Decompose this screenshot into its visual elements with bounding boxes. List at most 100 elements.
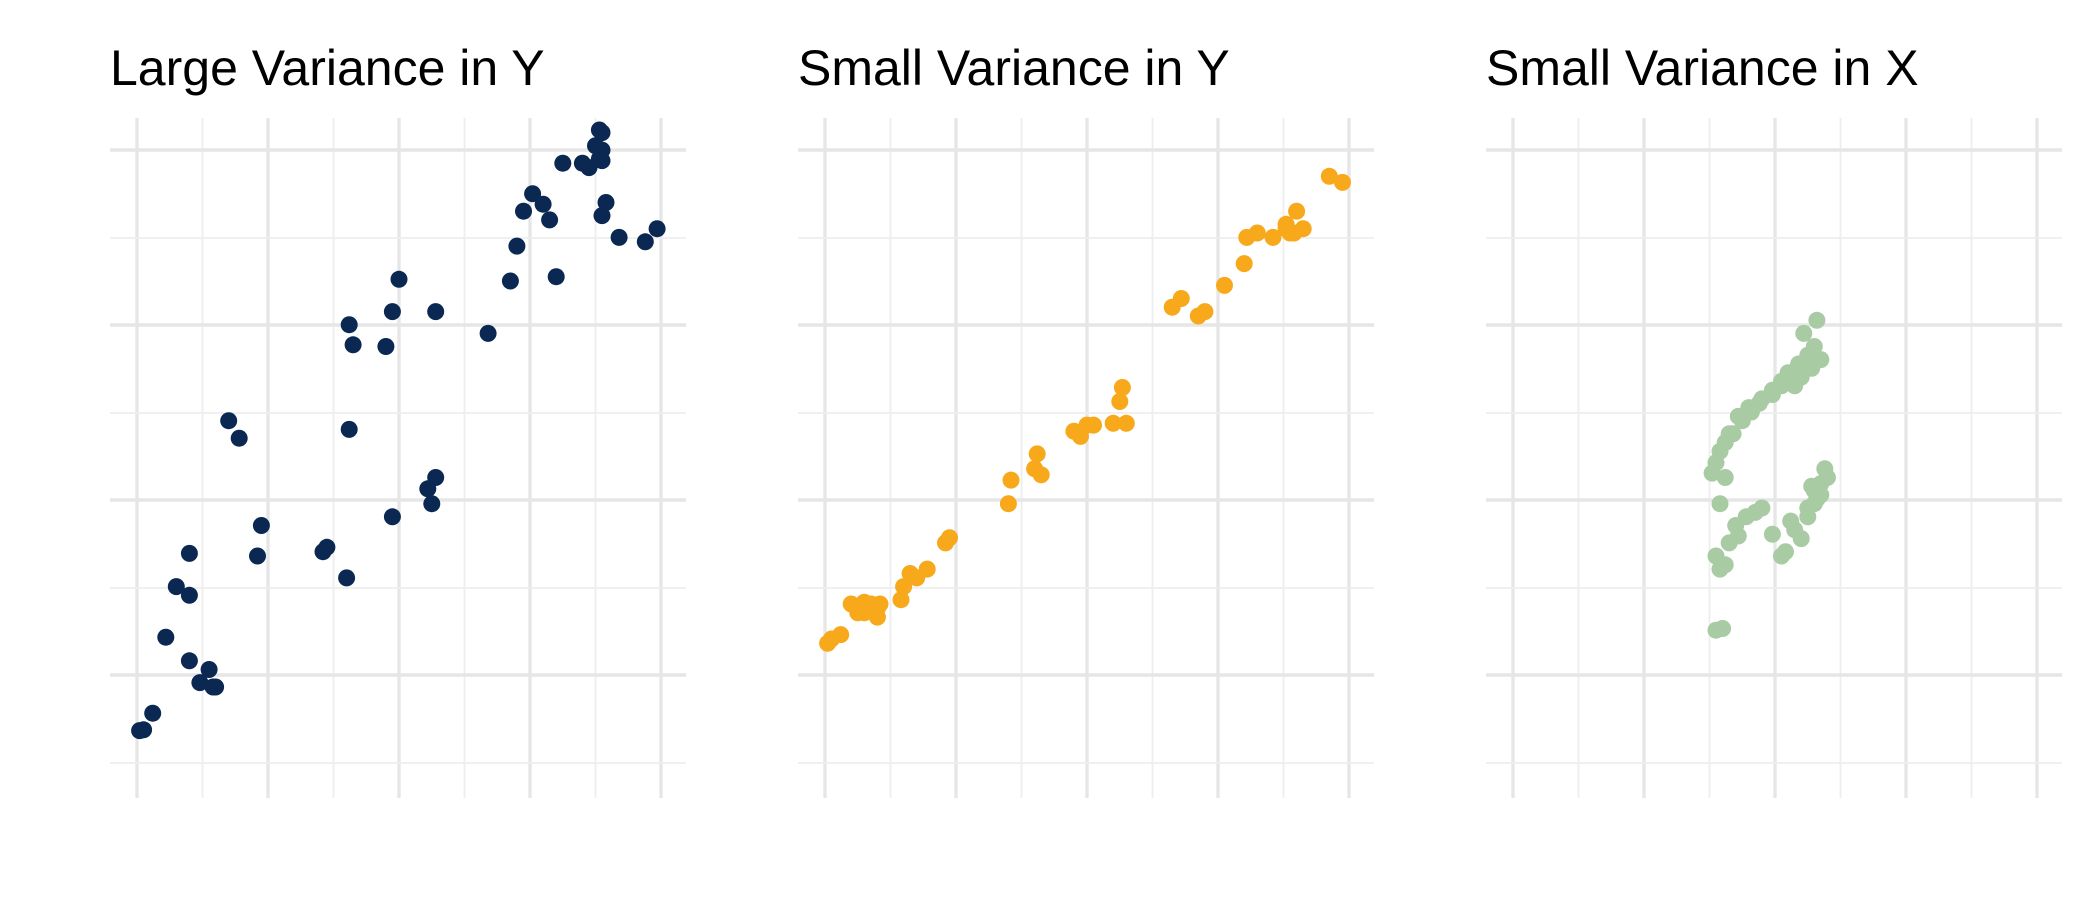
data-point xyxy=(1288,202,1306,220)
data-point xyxy=(1777,543,1794,561)
data-point xyxy=(554,154,572,172)
data-point xyxy=(871,595,889,613)
data-point xyxy=(230,429,248,447)
data-points xyxy=(1703,311,1836,639)
data-point xyxy=(1795,324,1813,342)
data-point xyxy=(207,678,225,696)
data-point xyxy=(144,704,162,722)
data-point xyxy=(200,661,218,678)
data-point xyxy=(999,495,1017,513)
data-point xyxy=(1085,416,1102,434)
data-point xyxy=(941,529,958,547)
panel-small-variance-x: Small Variance in X xyxy=(1486,40,2062,798)
data-point xyxy=(1805,338,1823,355)
data-point xyxy=(1714,620,1732,637)
panel-title-small-variance-x: Small Variance in X xyxy=(1486,40,1919,96)
panel-small-variance-y: Small Variance in Y xyxy=(798,40,1374,798)
data-point xyxy=(338,569,356,587)
data-point xyxy=(1113,379,1131,396)
data-point xyxy=(1294,220,1312,238)
data-point xyxy=(648,220,666,238)
data-point xyxy=(427,469,445,486)
data-point xyxy=(593,124,611,142)
data-point xyxy=(1750,394,1768,412)
data-point xyxy=(515,202,532,220)
data-point xyxy=(1196,303,1214,321)
data-point xyxy=(318,538,336,556)
data-point xyxy=(1707,547,1725,565)
panel-large-variance-y: Large Variance in Y xyxy=(110,40,686,798)
data-point xyxy=(547,268,565,286)
data-point xyxy=(1235,255,1253,273)
data-points xyxy=(819,167,1351,652)
data-point xyxy=(1792,530,1810,548)
data-point xyxy=(1716,469,1734,486)
data-point xyxy=(1111,393,1129,410)
data-point xyxy=(1032,466,1050,484)
data-point xyxy=(590,150,608,168)
data-point xyxy=(1277,215,1295,233)
data-point xyxy=(1816,460,1834,478)
data-point xyxy=(180,586,198,604)
data-point xyxy=(918,560,936,578)
panel-title-large-variance-y: Large Variance in Y xyxy=(110,40,545,96)
data-point xyxy=(1117,414,1135,432)
data-point xyxy=(249,547,266,565)
data-point xyxy=(1720,425,1738,443)
data-point xyxy=(508,237,526,255)
data-point xyxy=(636,233,654,251)
data-point xyxy=(340,420,358,438)
data-point xyxy=(1320,167,1338,185)
data-point xyxy=(390,270,408,288)
data-point xyxy=(501,272,519,290)
data-point xyxy=(610,228,628,246)
gridlines xyxy=(798,118,1374,798)
data-point xyxy=(191,674,209,692)
data-point xyxy=(1711,495,1729,513)
data-point xyxy=(377,338,395,355)
data-point xyxy=(427,303,445,321)
data-point xyxy=(252,517,270,534)
data-point xyxy=(541,211,559,229)
panel-title-small-variance-y: Small Variance in Y xyxy=(798,40,1230,96)
data-point xyxy=(1264,228,1282,246)
data-point xyxy=(895,578,913,596)
data-point xyxy=(892,591,910,609)
data-point xyxy=(1753,499,1771,517)
data-point xyxy=(524,185,542,203)
data-point xyxy=(597,194,615,211)
data-point xyxy=(1763,525,1781,543)
data-point xyxy=(167,578,185,596)
data-point xyxy=(832,626,850,644)
data-point xyxy=(423,495,441,513)
data-point xyxy=(1782,512,1800,530)
data-point xyxy=(383,303,401,321)
data-point xyxy=(593,207,611,225)
data-points xyxy=(131,121,666,740)
data-point xyxy=(1248,224,1266,242)
gridlines xyxy=(110,118,686,798)
data-point xyxy=(157,628,175,646)
data-point xyxy=(1104,414,1122,432)
data-point xyxy=(1812,351,1830,369)
data-point xyxy=(868,608,886,626)
data-point xyxy=(1216,276,1233,294)
data-point xyxy=(340,316,358,334)
gridlines xyxy=(1486,118,2062,798)
data-point xyxy=(180,544,198,562)
data-point xyxy=(344,336,362,354)
data-point xyxy=(180,652,198,670)
data-point xyxy=(1334,173,1351,191)
data-point xyxy=(220,412,238,430)
data-point xyxy=(135,721,153,739)
data-point xyxy=(534,195,552,213)
data-point xyxy=(383,508,401,526)
data-point xyxy=(1773,377,1790,395)
data-point xyxy=(1002,471,1020,489)
data-point xyxy=(1172,290,1190,307)
data-point xyxy=(855,604,873,622)
data-point xyxy=(479,324,497,342)
data-point xyxy=(1808,311,1826,329)
data-point xyxy=(1028,445,1046,463)
